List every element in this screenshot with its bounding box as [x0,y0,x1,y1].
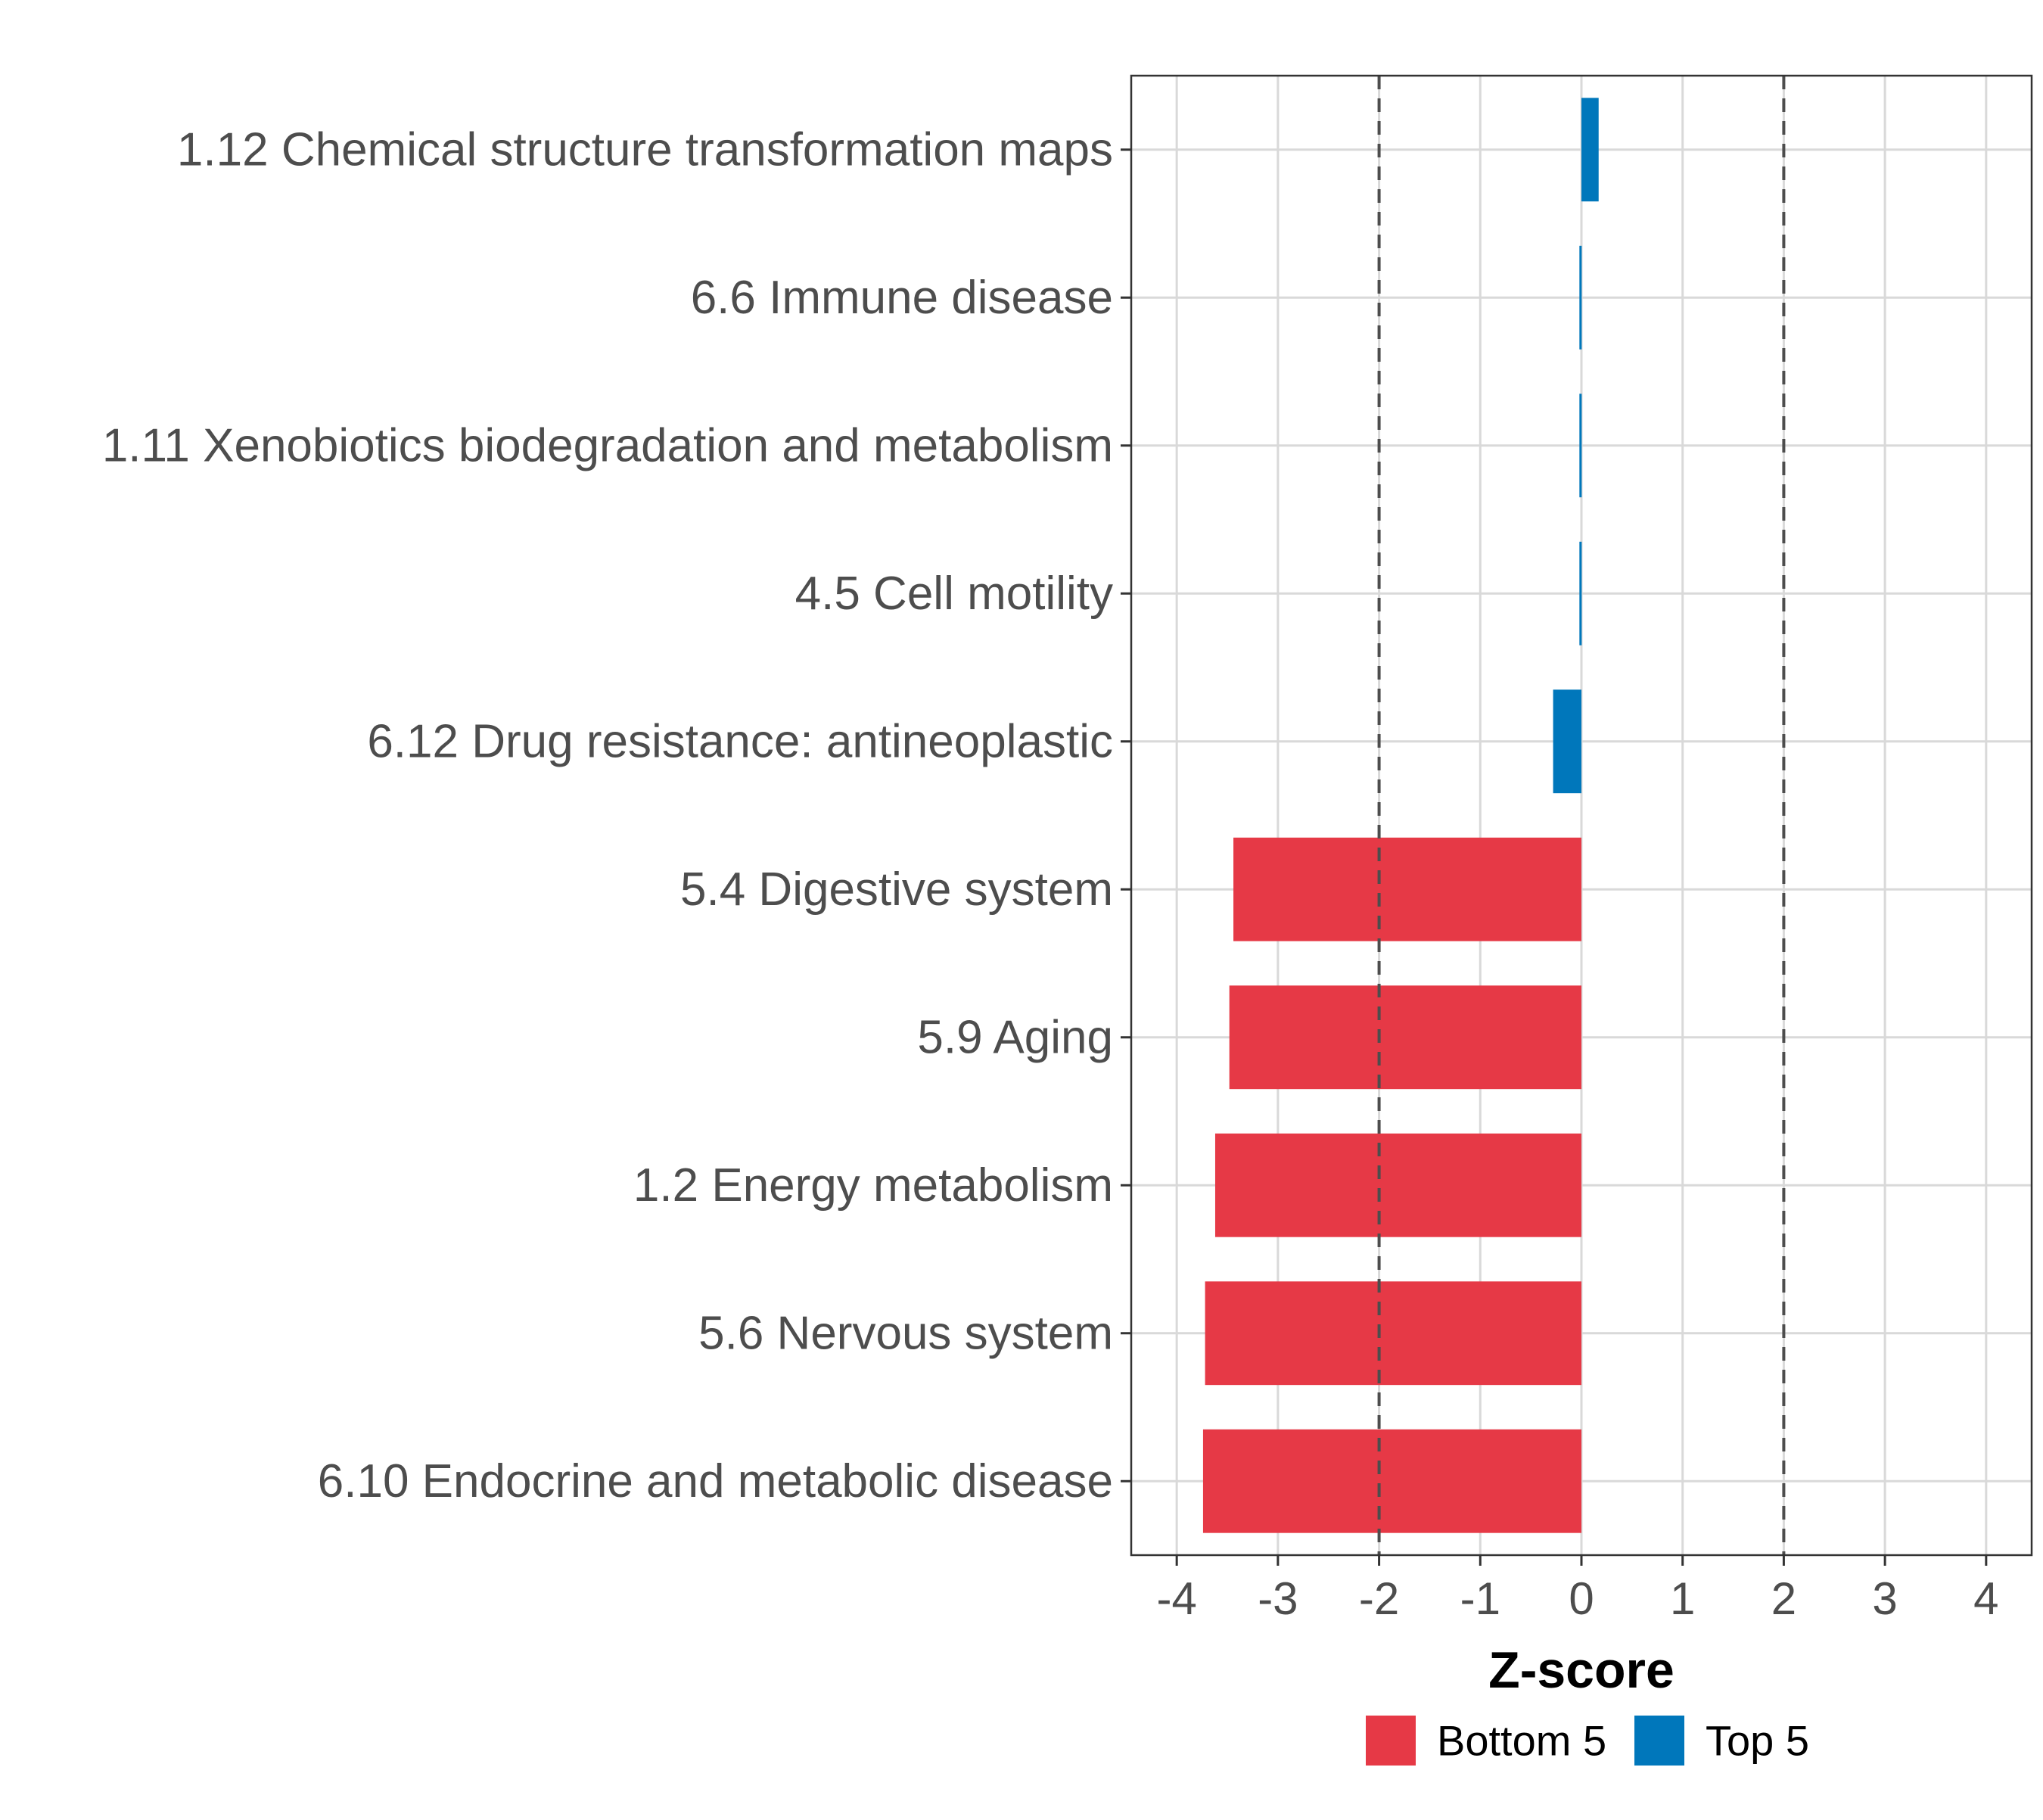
y-tick-label: 6.10 Endocrine and metabolic disease [318,1455,1113,1507]
bar [1233,837,1581,941]
x-tick-label: -1 [1460,1573,1500,1624]
y-tick-label: 1.11 Xenobiotics biodegradation and meta… [102,419,1113,471]
y-tick-label: 5.6 Nervous system [698,1307,1113,1359]
x-tick-label: 3 [1872,1573,1897,1624]
bar [1553,689,1581,794]
x-tick-label: 4 [1973,1573,1998,1624]
y-tick-label: 6.12 Drug resistance: antineoplastic [367,715,1113,767]
bars [1202,98,1599,1533]
y-tick-label: 5.4 Digestive system [680,863,1113,916]
bar [1579,245,1582,350]
reference-lines [1377,76,1786,1555]
bar [1229,985,1581,1090]
legend-label: Bottom 5 [1437,1717,1606,1765]
y-tick-label: 1.2 Energy metabolism [633,1159,1113,1212]
legend-label: Top 5 [1706,1717,1809,1765]
x-tick-label: 0 [1569,1573,1594,1624]
legend-key [1366,1716,1416,1766]
bar [1581,98,1599,202]
y-axis: 1.12 Chemical structure transformation m… [102,123,1131,1507]
x-tick-label: 1 [1670,1573,1695,1624]
legend: Bottom 5 Top 5 [1366,1716,1809,1766]
y-tick-label: 4.5 Cell motility [795,568,1113,620]
y-tick-label: 6.6 Immune disease [691,272,1113,324]
y-tick-label: 1.12 Chemical structure transformation m… [177,123,1113,176]
x-axis-title: Z-score [1488,1641,1675,1699]
x-tick-label: 2 [1771,1573,1796,1624]
x-axis: -4 -3 -2 -1 0 1 2 3 4 [1156,1555,1999,1624]
bar [1579,394,1582,498]
bar [1214,1133,1581,1237]
legend-key [1634,1716,1684,1766]
bar [1579,541,1582,646]
bar [1205,1281,1581,1386]
y-tick-label: 5.9 Aging [917,1011,1113,1063]
x-tick-label: -3 [1258,1573,1298,1624]
x-tick-label: -4 [1156,1573,1196,1624]
x-tick-label: -2 [1359,1573,1399,1624]
bar [1202,1429,1581,1533]
